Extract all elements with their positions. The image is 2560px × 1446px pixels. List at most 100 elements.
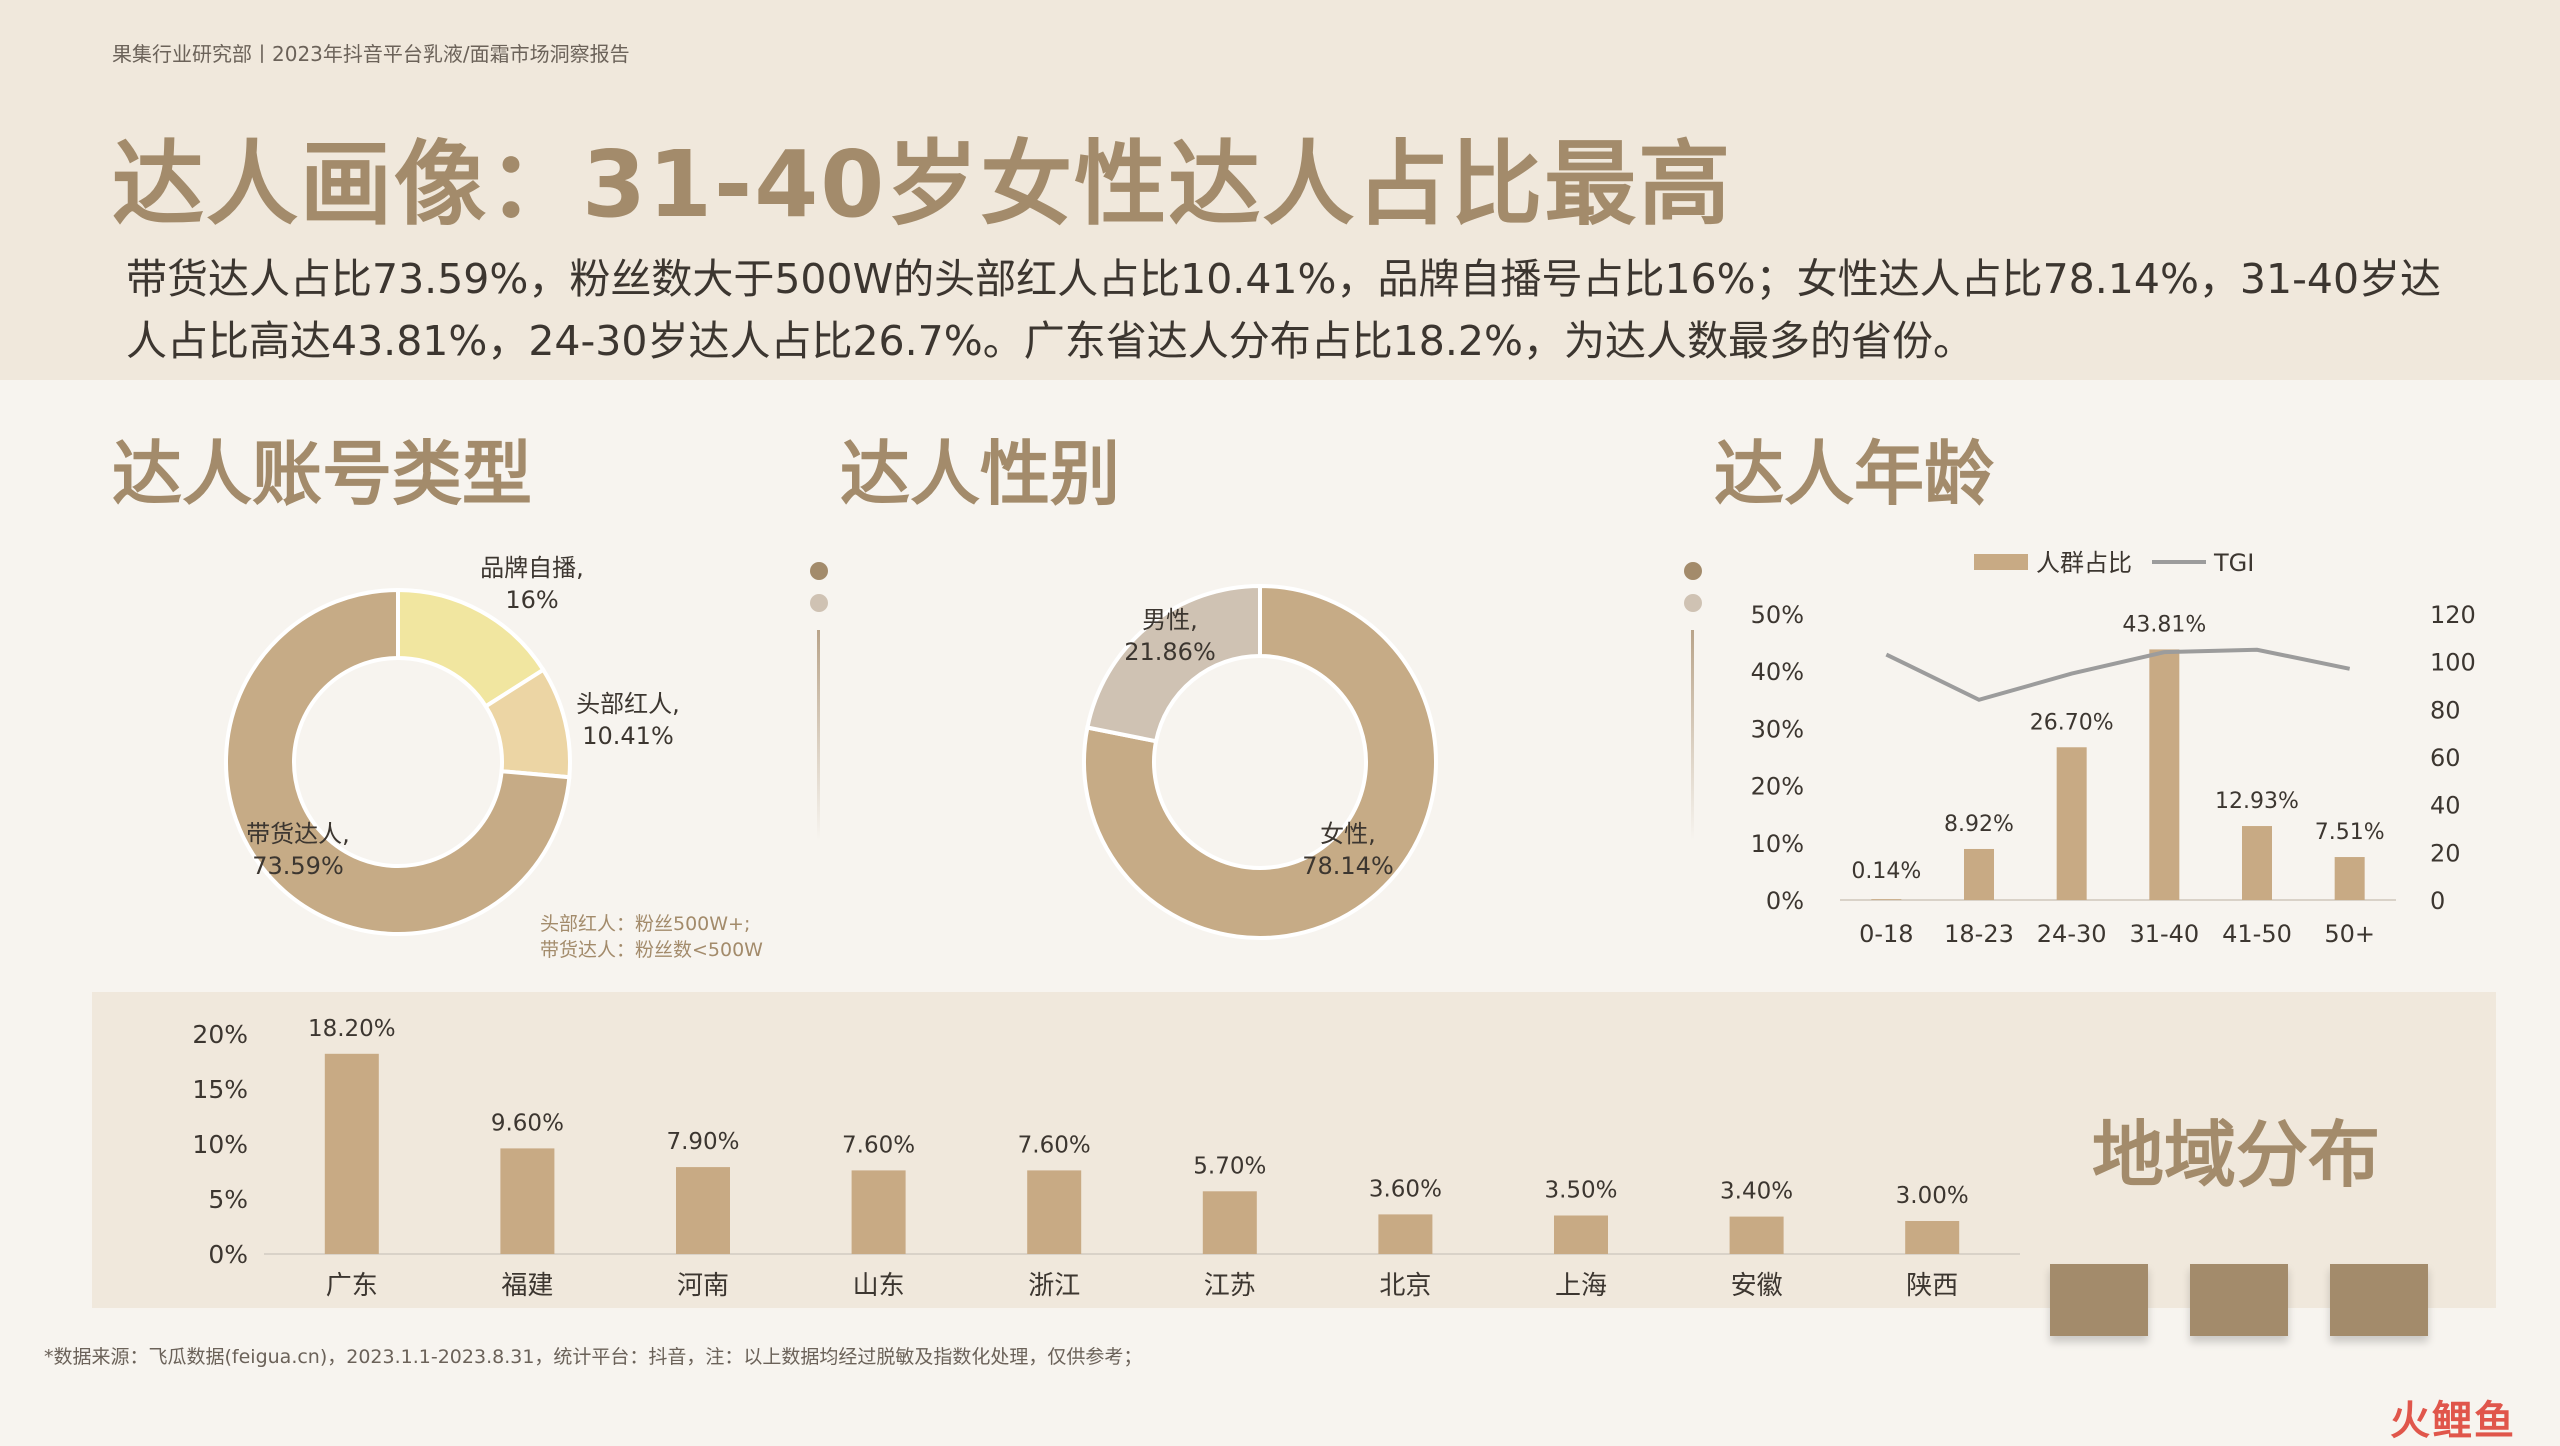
header-band — [0, 0, 2560, 380]
legend-label-line: TGI — [2213, 549, 2254, 577]
section-title-region: 地域分布 — [2092, 1113, 2381, 1197]
y-tick-label: 0% — [208, 1240, 248, 1269]
watermark-logo: 火鲤鱼 — [2390, 1398, 2516, 1444]
bar — [1202, 1191, 1257, 1254]
data-label: 3.50% — [1544, 1178, 1617, 1204]
x-tick-label: 上海 — [1555, 1271, 1607, 1301]
bar — [676, 1167, 730, 1254]
bar — [2149, 649, 2180, 900]
x-tick-label: 陕西 — [1906, 1271, 1958, 1301]
data-label: 12.93% — [2215, 789, 2299, 814]
decor-square — [2050, 1264, 2148, 1336]
data-label: 7.90% — [666, 1129, 739, 1155]
donut-label: 品牌自播, 16% — [480, 554, 584, 614]
y2-tick-label: 60 — [2430, 744, 2461, 772]
bar — [851, 1170, 906, 1254]
report-meta: 果集行业研究部丨2023年抖音平台乳液/面霜市场洞察报告 — [112, 42, 630, 66]
account-type-donut-chart: 带货达人, 73.59% 头部红人, 10.41% 品牌自播, 16% 头部红人：粉丝50… — [224, 554, 763, 961]
decor-dot-light — [1684, 594, 1702, 612]
y-tick-label: 20% — [1751, 773, 1804, 801]
x-tick-label: 50+ — [2324, 920, 2375, 948]
y-tick-label: 30% — [1751, 715, 1804, 743]
account-note-head: 头部红人：粉丝500W+; — [540, 913, 750, 935]
bar — [500, 1148, 555, 1254]
bar — [1729, 1216, 1784, 1254]
donut-label: 带货达人, 73.59% — [246, 820, 350, 880]
decor-dot-dark — [810, 562, 828, 580]
x-tick-label: 0-18 — [1859, 920, 1913, 948]
section-title-gender: 达人性别 — [840, 433, 1120, 515]
source-note: *数据来源：飞瓜数据(feigua.cn)，2023.1.1-2023.8.31… — [44, 1346, 1143, 1368]
y2-tick-label: 40 — [2430, 792, 2461, 820]
gender-donut-chart: 女性, 78.14% 男性, 21.86% — [1082, 583, 1438, 940]
page-title: 达人画像：31-40岁女性达人占比最高 — [112, 131, 1733, 238]
bar — [2334, 857, 2365, 900]
tgi-line — [1885, 647, 2351, 702]
data-label: 3.60% — [1369, 1176, 1442, 1202]
y-tick-label: 20% — [192, 1020, 248, 1049]
donut-slice-1 — [1085, 583, 1262, 744]
data-label: 0.14% — [1851, 859, 1921, 884]
data-label: 3.40% — [1720, 1179, 1793, 1205]
decor-line — [817, 630, 820, 840]
data-label: 5.70% — [1193, 1153, 1266, 1179]
donut-slice-0 — [1082, 583, 1438, 940]
y2-tick-label: 0 — [2430, 887, 2445, 915]
data-label: 26.70% — [2030, 710, 2114, 735]
bar — [324, 1053, 379, 1254]
bar — [1554, 1215, 1608, 1254]
data-label: 7.51% — [2315, 820, 2385, 845]
decor-line — [1691, 630, 1694, 840]
data-label: 7.60% — [842, 1132, 915, 1158]
x-tick-label: 江苏 — [1204, 1271, 1256, 1301]
section-title-account-type: 达人账号类型 — [112, 433, 532, 515]
x-tick-label: 31-40 — [2129, 920, 2199, 948]
decor-dot-light — [810, 594, 828, 612]
y2-tick-label: 80 — [2430, 696, 2461, 724]
data-label: 43.81% — [2122, 612, 2206, 637]
y-tick-label: 15% — [192, 1075, 248, 1104]
data-label: 8.92% — [1944, 812, 2014, 837]
account-note-sales: 带货达人：粉丝数<500W — [540, 939, 763, 961]
x-tick-label: 福建 — [501, 1271, 553, 1301]
x-tick-label: 41-50 — [2222, 920, 2292, 948]
x-tick-label: 24-30 — [2037, 920, 2107, 948]
region-bar-chart: 0% 5% 10% 15% 20% 广东 福建 河南 山东 浙江 江苏 北京 上海 安徽 陕西 18.20%… — [192, 1016, 2020, 1301]
data-label: 3.00% — [1896, 1183, 1969, 1209]
y-tick-label: 0% — [1766, 887, 1804, 915]
bar — [1871, 899, 1902, 900]
donut-label: 头部红人, 10.41% — [576, 690, 680, 750]
bar — [2242, 826, 2272, 900]
region-panel — [92, 992, 2496, 1308]
age-combo-chart: 人群占比 TGI 0% 10% 20% 30% 40% 50% 0 20 40 60 80 100 120… — [1751, 549, 2476, 948]
legend-swatch-bar — [1974, 554, 2028, 570]
decor-square — [2330, 1264, 2428, 1336]
x-tick-label: 安徽 — [1731, 1271, 1783, 1301]
summary-text: 带货达人占比73.59%，粉丝数大于500W的头部红人占比10.41%，品牌自播… — [126, 255, 2442, 365]
x-tick-label: 山东 — [853, 1271, 905, 1301]
decor-dot-dark — [1684, 562, 1702, 580]
y-tick-label: 50% — [1751, 601, 1804, 629]
legend-label-bar: 人群占比 — [2036, 549, 2132, 577]
donut-label: 女性, 78.14% — [1302, 820, 1394, 880]
decor-square — [2190, 1264, 2288, 1336]
y-tick-label: 10% — [1751, 830, 1804, 858]
bar — [1905, 1221, 1960, 1254]
x-tick-label: 河南 — [677, 1271, 729, 1301]
y-tick-label: 10% — [192, 1130, 248, 1159]
bar — [2056, 747, 2087, 900]
y-tick-label: 40% — [1751, 658, 1804, 686]
bar — [1378, 1214, 1433, 1254]
y2-tick-label: 100 — [2430, 649, 2476, 677]
bar — [1027, 1170, 1082, 1254]
donut-label: 男性, 21.86% — [1124, 606, 1216, 666]
x-tick-label: 北京 — [1379, 1271, 1431, 1301]
y-tick-label: 5% — [208, 1185, 248, 1214]
data-label: 9.60% — [491, 1110, 564, 1136]
x-tick-label: 18-23 — [1944, 920, 2014, 948]
donut-slice-0 — [224, 587, 572, 936]
data-label: 18.20% — [308, 1016, 396, 1042]
x-tick-label: 浙江 — [1028, 1271, 1080, 1301]
x-tick-label: 广东 — [326, 1271, 378, 1301]
y2-tick-label: 120 — [2430, 601, 2476, 629]
